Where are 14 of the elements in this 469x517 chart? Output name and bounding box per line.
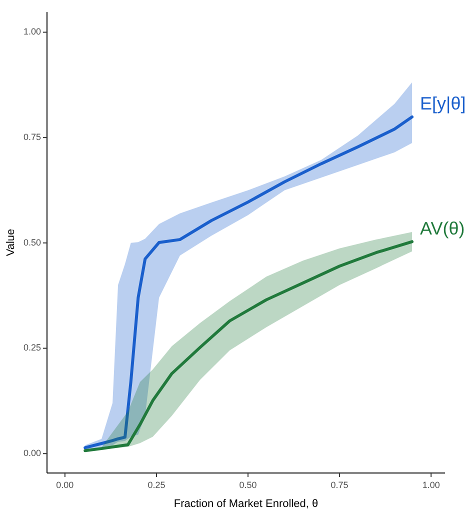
y-tick-label: 0.50: [23, 237, 41, 248]
x-tick-label: 0.75: [330, 480, 348, 490]
x-tick-label: 0.50: [239, 480, 257, 490]
series-label: AV(θ): [420, 218, 465, 238]
y-tick-label: 1.00: [23, 26, 41, 37]
x-tick-label: 0.00: [56, 480, 74, 490]
x-tick-label: 0.25: [148, 480, 166, 490]
series-label: E[y|θ]: [420, 94, 466, 114]
y-axis-title: Value: [5, 228, 17, 256]
x-tick-label: 1.00: [422, 480, 440, 490]
y-tick-label: 0.00: [23, 448, 41, 458]
x-axis-title: Fraction of Market Enrolled, θ: [174, 498, 318, 510]
y-tick-label: 0.25: [23, 342, 41, 353]
y-tick-label: 0.75: [23, 132, 41, 142]
